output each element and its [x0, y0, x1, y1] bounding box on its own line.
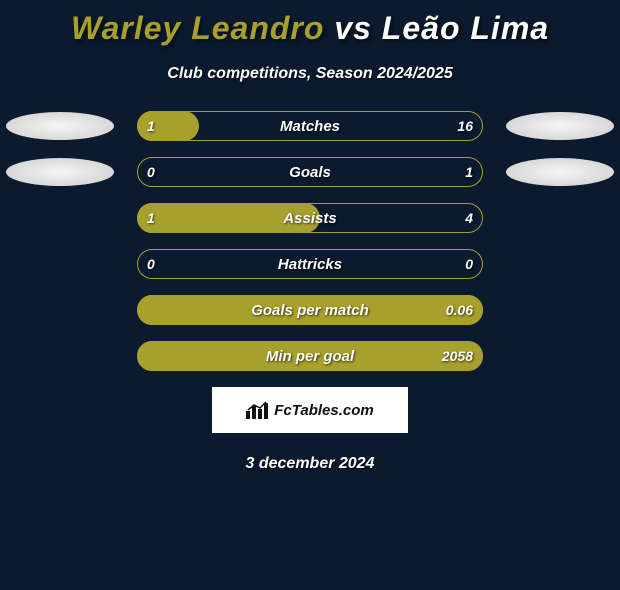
stat-label: Hattricks [137, 249, 483, 279]
stat-value-right: 2058 [442, 341, 473, 371]
date-text: 3 december 2024 [0, 455, 620, 473]
stat-row: Goals0 1 [137, 157, 483, 187]
stat-label: Goals [137, 157, 483, 187]
badge-text: FcTables.com [274, 402, 373, 419]
vs-text: vs [324, 10, 381, 46]
stat-row: Matches1 16 [137, 111, 483, 141]
stat-value-left: 1 [147, 203, 155, 233]
stat-value-right: 0.06 [446, 295, 473, 325]
player1-name: Warley Leandro [71, 10, 324, 46]
stat-value-right: 0 [465, 249, 473, 279]
stat-row: Goals per match0.06 [137, 295, 483, 325]
stat-label: Assists [137, 203, 483, 233]
player1-placeholder-oval [6, 158, 114, 186]
stat-row: Assists1 4 [137, 203, 483, 233]
stat-value-left: 1 [147, 111, 155, 141]
stat-label: Min per goal [137, 341, 483, 371]
subtitle: Club competitions, Season 2024/2025 [0, 65, 620, 83]
player2-placeholder-oval [506, 112, 614, 140]
stat-value-left: 0 [147, 249, 155, 279]
stat-value-left: 0 [147, 157, 155, 187]
stat-label: Goals per match [137, 295, 483, 325]
stat-label: Matches [137, 111, 483, 141]
stat-row: Hattricks0 0 [137, 249, 483, 279]
source-badge: FcTables.com [212, 387, 408, 433]
player1-placeholder-oval [6, 112, 114, 140]
stat-value-right: 16 [457, 111, 473, 141]
stat-value-right: 4 [465, 203, 473, 233]
player2-name: Leão Lima [382, 10, 549, 46]
player2-placeholder-oval [506, 158, 614, 186]
chart-icon [246, 401, 268, 419]
stat-value-right: 1 [465, 157, 473, 187]
comparison-title: Warley Leandro vs Leão Lima [0, 10, 620, 47]
stats-container: Matches116Goals01Assists14Hattricks00Goa… [0, 111, 620, 371]
stat-row: Min per goal2058 [137, 341, 483, 371]
